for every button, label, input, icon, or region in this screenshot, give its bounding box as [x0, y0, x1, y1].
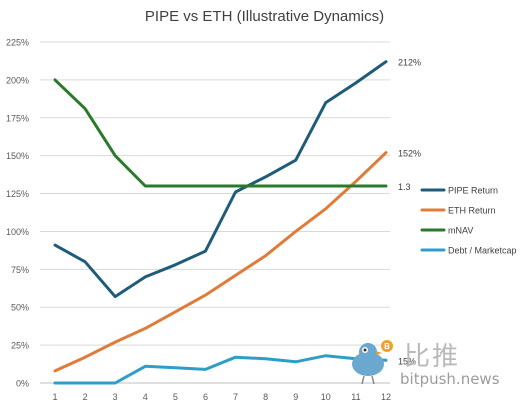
x-tick-label: 10	[321, 392, 331, 402]
bird-logo: B	[352, 340, 393, 385]
y-tick-label: 125%	[6, 189, 29, 199]
x-tick-label: 9	[293, 392, 298, 402]
y-tick-label: 200%	[6, 75, 29, 85]
x-tick-label: 11	[351, 392, 360, 402]
x-tick-label: 3	[113, 392, 118, 402]
x-tick-label: 1	[52, 392, 57, 402]
series-end-label-0: 212%	[398, 58, 421, 68]
series-end-label-2: 1.3	[398, 182, 411, 192]
x-tick-label: 6	[203, 392, 208, 402]
y-tick-label: 225%	[6, 38, 29, 48]
y-tick-label: 100%	[6, 227, 29, 237]
series-end-label-3: 15%	[398, 356, 416, 366]
y-tick-label: 0%	[16, 379, 29, 389]
watermark-chinese: 比推	[404, 342, 461, 372]
y-tick-label: 175%	[6, 113, 29, 123]
x-tick-label: 5	[173, 392, 178, 402]
y-tick-label: 50%	[11, 303, 29, 313]
series-line-3	[53, 354, 388, 385]
chart-title: PIPE vs ETH (Illustrative Dynamics)	[144, 8, 385, 25]
y-tick-label: 75%	[11, 265, 29, 275]
legend-label-3: Debt / Marketcap	[448, 246, 517, 256]
watermark: B 比推 bitpush.news	[346, 336, 526, 396]
y-tick-label: 150%	[6, 151, 29, 161]
x-tick-label: 8	[263, 392, 268, 402]
x-tick-label: 4	[143, 392, 148, 402]
y-tick-label: 25%	[11, 341, 29, 351]
x-tick-label: 2	[83, 392, 88, 402]
series-end-label-1: 152%	[398, 149, 421, 159]
series-line-0	[53, 60, 388, 299]
legend-label-1: ETH Return	[448, 206, 496, 216]
watermark-english: bitpush.news	[400, 370, 500, 388]
svg-text:B: B	[384, 342, 390, 351]
series-line-1	[53, 151, 388, 373]
x-tick-label: 12	[381, 392, 391, 402]
legend-label-2: mNAV	[448, 226, 473, 236]
series-line-2	[53, 78, 388, 188]
x-tick-label: 7	[233, 392, 238, 402]
legend-label-0: PIPE Return	[448, 186, 498, 196]
